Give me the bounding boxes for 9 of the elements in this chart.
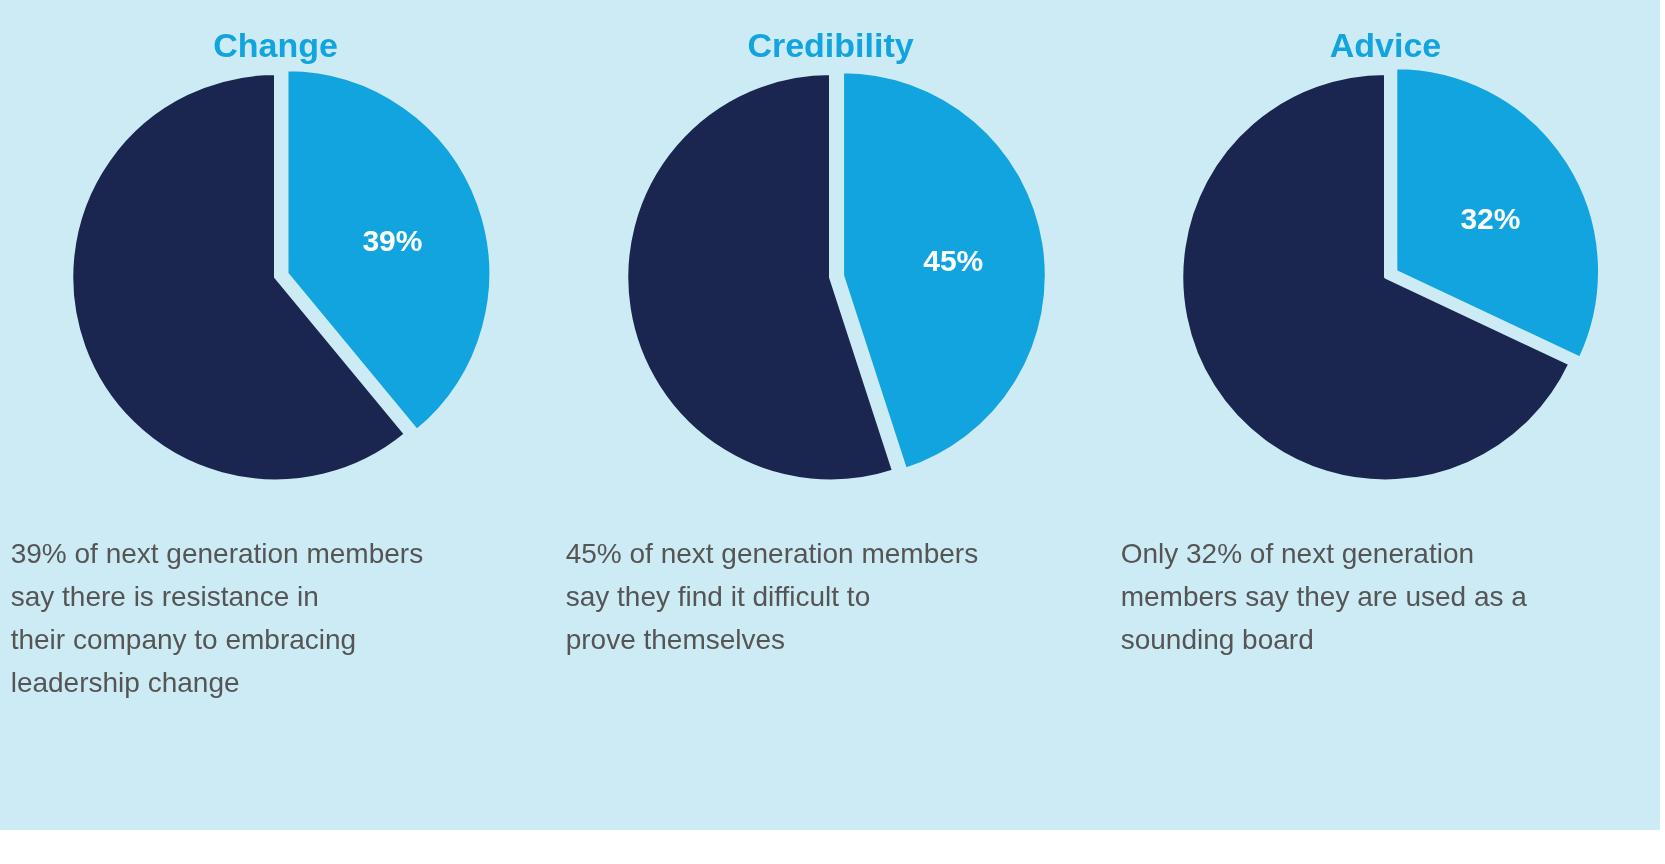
data-label: 45% <box>923 243 984 277</box>
data-label: 32% <box>1460 202 1521 236</box>
text: 39% of next generation members say there is resistance in their company to embracing leadership change <box>10 538 424 698</box>
text: Only 32% of next generation members say they are used as a sounding board <box>1120 538 1528 656</box>
text: 45% of next generation members say they find it difficult to prove themselves <box>565 538 979 656</box>
chart-title: Change <box>213 26 338 65</box>
chart-title: Credibility <box>747 26 914 65</box>
chart-title: Advice <box>1329 26 1442 65</box>
data-label: 39% <box>362 223 423 257</box>
